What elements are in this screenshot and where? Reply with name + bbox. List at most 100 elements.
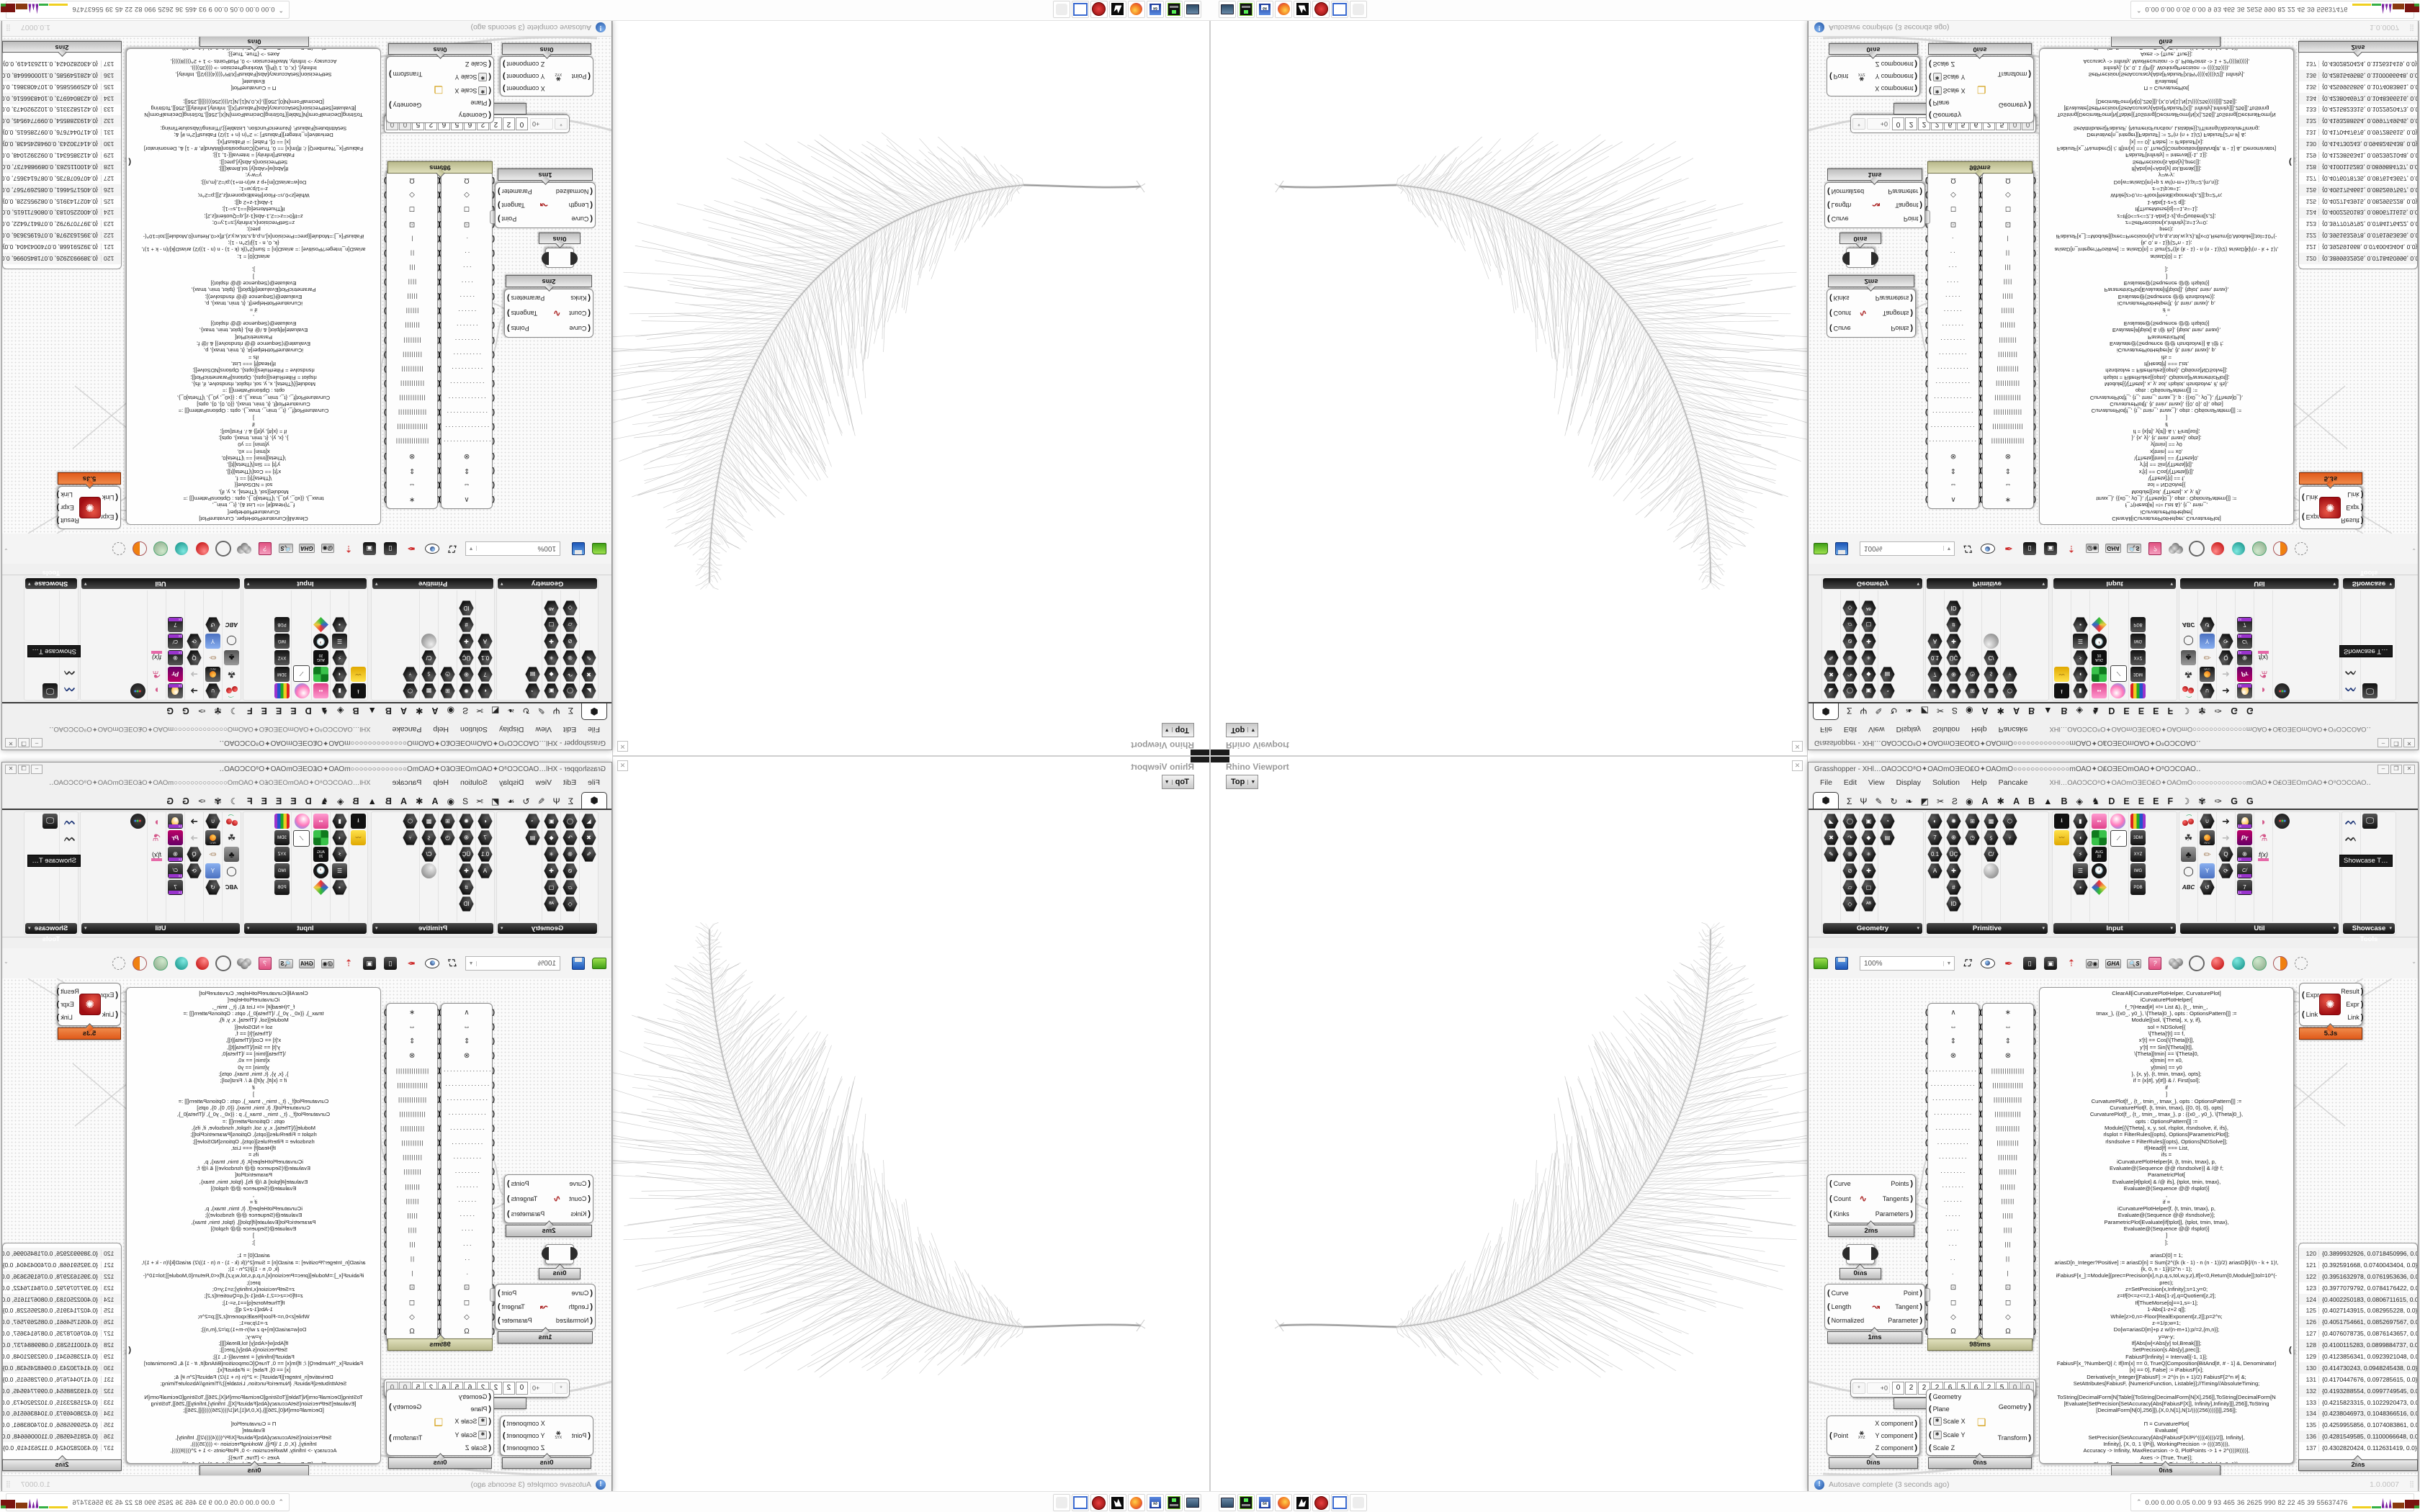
input-port[interactable]: ( bbox=[492, 1110, 495, 1118]
palette-hex-icon-Q[interactable]: Q bbox=[187, 847, 202, 862]
split-sphere-icon[interactable] bbox=[131, 955, 148, 972]
category-tab-0-active[interactable]: ⬢ bbox=[581, 703, 607, 720]
input-port[interactable]: ( bbox=[437, 451, 440, 460]
scale-nu-component[interactable]: (Geometry(Plane(✱ Scale X(✱ Scale Y(Scale … bbox=[386, 56, 494, 123]
expression-button[interactable]: ✱ bbox=[478, 72, 488, 81]
palette-chip-icon[interactable]: XYZ bbox=[274, 650, 290, 665]
input-port[interactable]: ( bbox=[1925, 1125, 1928, 1133]
palette-board-icon[interactable]: 🖵 bbox=[42, 683, 58, 698]
output-port[interactable]: ) bbox=[1978, 1066, 1981, 1075]
palette-cal-icon[interactable]: AUG 20 bbox=[2092, 650, 2107, 665]
input-port[interactable]: ( bbox=[492, 1255, 495, 1264]
palette-hex-icon-A[interactable]: A bbox=[478, 863, 493, 878]
package-icon[interactable]: ? bbox=[2146, 540, 2164, 557]
palette-chip-icon[interactable]: XYZ bbox=[2130, 847, 2146, 862]
teal-sphere-icon[interactable] bbox=[173, 955, 190, 972]
split-sphere-icon[interactable] bbox=[131, 540, 148, 557]
palette-tree-icon[interactable]: ♣ bbox=[224, 847, 239, 862]
output-port[interactable]: ) bbox=[2033, 1284, 2036, 1292]
output-port[interactable]: ) bbox=[384, 1153, 387, 1162]
taskbar[interactable]: ⌃ 0.00 0.00 0.05 0.00 9 93 465 36 2625 9… bbox=[1210, 0, 2420, 21]
divide-curve-component[interactable]: (Curve(Count(Kinks ∿ Points) Tangents) Param… bbox=[1827, 1174, 1916, 1223]
palette-hex-icon-▣[interactable]: ▣ bbox=[544, 814, 559, 829]
palette-hex-icon-7[interactable]: 7 bbox=[478, 830, 493, 845]
input-port[interactable]: ( bbox=[492, 480, 495, 489]
input-port[interactable]: ( bbox=[1925, 1009, 1928, 1017]
category-tab-3[interactable]: ✎ bbox=[537, 706, 545, 716]
gha-recompute-icon[interactable]: GHA bbox=[2105, 958, 2121, 968]
venn-preview-icon[interactable] bbox=[2167, 540, 2184, 557]
scroller-handle[interactable]: * bbox=[1852, 1382, 1865, 1394]
palette-hex-icon-◇[interactable]: ◇ bbox=[1842, 600, 1857, 616]
palette-rec-icon[interactable]: REC bbox=[2200, 830, 2215, 845]
output-port[interactable]: ) bbox=[498, 1288, 501, 1297]
grasshopper-window[interactable]: Grasshopper - XHƖ…ΟΑΟƆCΟ⁸Ο✦ΟΑΟmΟƎΕΟ₤Ο✦ΟΑ… bbox=[1808, 20, 2419, 750]
grasshopper-window[interactable]: Grasshopper - XHƖ…ΟΑΟƆCΟ⁸Ο✦ΟΑΟmΟƎΕΟ₤Ο✦ΟΑ… bbox=[1, 20, 612, 750]
grasshopper-window[interactable]: Grasshopper - XHƖ…ΟΑΟƆCΟ⁸Ο✦ΟΑΟmΟƎΕΟ₤Ο✦ΟΑ… bbox=[1, 762, 612, 1492]
zoom-dropdown[interactable]: 100% ▼ bbox=[1854, 540, 1955, 557]
grasshopper-canvas[interactable]: ∩ (∧)(⇔)(⇕)(⊗)(···············)(········… bbox=[2, 37, 611, 534]
plugin-tab-16[interactable]: G bbox=[2231, 796, 2238, 806]
palette-hex-icon-Q[interactable]: Q bbox=[187, 650, 202, 665]
input-port[interactable]: ( bbox=[115, 990, 118, 999]
input-port[interactable]: ( bbox=[437, 205, 440, 214]
palette-zip-icon[interactable]: Y bbox=[2200, 634, 2215, 649]
expression-button[interactable]: ✱ bbox=[478, 1417, 488, 1426]
input-port[interactable]: ( bbox=[1827, 201, 1830, 210]
scroller-handle[interactable]: * bbox=[1852, 118, 1865, 130]
palette-grad-icon[interactable] bbox=[295, 683, 310, 698]
palette-hex-icon-⬡[interactable]: ⬡ bbox=[403, 814, 418, 829]
category-tab-6[interactable]: ◩ bbox=[491, 796, 500, 806]
sketch-pen-icon[interactable]: ✒ bbox=[407, 957, 416, 969]
category-tab-1[interactable]: Σ bbox=[568, 706, 573, 716]
evaluate-length-component[interactable]: (Curve(Length(Normalized ↝ Point) Tangent) P… bbox=[495, 1284, 596, 1330]
input-port[interactable]: ( bbox=[437, 1197, 440, 1205]
palette-hex-icon-◆[interactable]: ◆ bbox=[544, 667, 559, 682]
output-port[interactable]: ) bbox=[2033, 1327, 2036, 1336]
palette-hex-icon-▱[interactable]: ▱ bbox=[1842, 617, 1857, 632]
viewport-view-tab[interactable]: Top ▼ bbox=[1226, 775, 1259, 789]
plugin-tab-7[interactable]: ♞ bbox=[320, 706, 328, 716]
input-port[interactable]: ( bbox=[1929, 1431, 1932, 1440]
output-port[interactable]: ) bbox=[2033, 1110, 2036, 1118]
output-port[interactable]: ) bbox=[2033, 1125, 2036, 1133]
palette-list-icon[interactable]: ☰ bbox=[332, 863, 347, 878]
input-port[interactable]: ( bbox=[590, 1316, 593, 1326]
palette-hex-icon-✳[interactable]: ✳ bbox=[1861, 847, 1876, 862]
palette-hex-icon-C/[interactable]: C/ bbox=[1984, 847, 1999, 862]
category-tab-3[interactable]: ✎ bbox=[1875, 796, 1883, 806]
output-port[interactable]: ) bbox=[384, 1110, 387, 1118]
grasshopper-title-bar[interactable]: Grasshopper - XHƖ…ΟΑΟƆCΟ⁸Ο✦ΟΑΟmΟƎΕΟ₤Ο✦ΟΑ… bbox=[2, 762, 611, 775]
palette-gog2-icon[interactable]: ᨓ bbox=[63, 832, 75, 843]
input-port[interactable]: ( bbox=[437, 466, 440, 474]
divide-curve-component[interactable]: (Curve(Count(Kinks ∿ Points) Tangents) Param… bbox=[1827, 289, 1916, 338]
plugin-tab-7[interactable]: ♞ bbox=[320, 796, 328, 806]
digit-cell[interactable]: 2 bbox=[503, 117, 515, 130]
input-port[interactable]: ( bbox=[115, 493, 118, 503]
palette-hex-icon-✎[interactable]: ✎ bbox=[1824, 650, 1839, 665]
red-emblem-icon[interactable] bbox=[1312, 1, 1330, 18]
category-tab-5[interactable]: ❧ bbox=[507, 706, 515, 716]
output-port[interactable]: ) bbox=[2033, 1313, 2036, 1321]
zoom-dropdown[interactable]: 100% ▼ bbox=[465, 955, 566, 972]
zoom-extents-icon[interactable]: ⛶ bbox=[449, 544, 457, 554]
palette-hex-icon-◐[interactable]: ◐ bbox=[478, 814, 493, 829]
palette-rec-icon[interactable]: REC bbox=[205, 667, 220, 682]
palette-hex-icon-#[interactable]: # bbox=[459, 880, 474, 895]
input-port[interactable]: ( bbox=[1929, 60, 1932, 69]
palette-hex-icon-ID[interactable]: ID bbox=[1946, 600, 1961, 616]
output-port[interactable]: ) bbox=[1919, 201, 1922, 210]
input-port[interactable]: ( bbox=[1980, 1182, 1983, 1191]
palette-hex-icon-▮[interactable]: ▮ bbox=[2073, 814, 2088, 829]
palette-hex-icon-⬡[interactable]: ⬡ bbox=[403, 683, 418, 698]
input-port[interactable]: ( bbox=[1925, 1211, 1928, 1220]
palette-hex-icon-✚[interactable]: ✚ bbox=[1946, 634, 1961, 649]
palette-gog-icon[interactable]: ᨓ bbox=[2345, 815, 2357, 827]
input-port[interactable]: ( bbox=[1925, 1066, 1928, 1075]
scroller-value-area[interactable]: +0 bbox=[1867, 1382, 1890, 1394]
output-port[interactable]: ) bbox=[1978, 1023, 1981, 1032]
output-port[interactable]: ) bbox=[2033, 336, 2036, 344]
palette-group-label[interactable]: Util ▾ bbox=[81, 578, 240, 589]
palette-tree-icon[interactable]: ♣ bbox=[224, 650, 239, 665]
plugin-tab-0[interactable]: A bbox=[1981, 796, 1989, 806]
